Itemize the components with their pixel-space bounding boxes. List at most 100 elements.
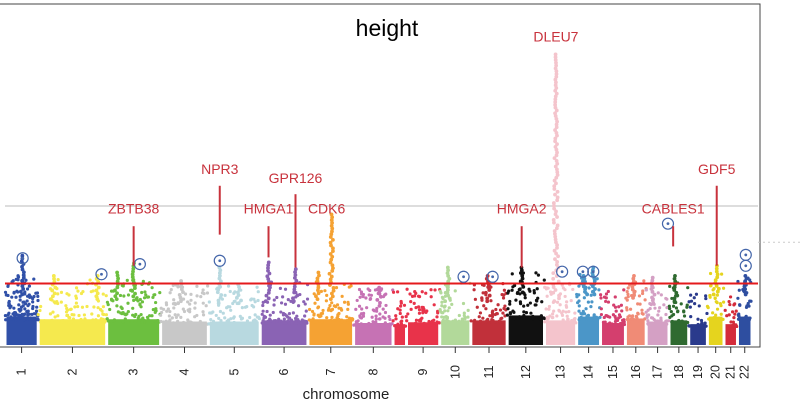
snp-point <box>104 313 108 317</box>
snp-point <box>319 289 323 293</box>
peak-snp-point <box>553 237 558 242</box>
snp-point <box>174 315 178 320</box>
snp-point <box>334 286 339 290</box>
snp-point <box>473 321 477 325</box>
snp-point <box>211 319 216 323</box>
snp-point <box>16 290 20 294</box>
peak-snp-point <box>179 284 184 289</box>
snp-point <box>11 279 15 283</box>
snp-point <box>627 319 631 323</box>
snp-point <box>252 305 256 309</box>
snp-point <box>130 319 134 324</box>
snp-point <box>326 308 331 312</box>
snp-point <box>528 315 532 320</box>
peak-snp-point <box>551 285 556 290</box>
snp-point <box>358 295 362 299</box>
snp-point <box>611 313 616 317</box>
peak-snp-point <box>518 279 523 284</box>
snp-point <box>291 311 295 315</box>
peak-snp-point <box>632 274 636 278</box>
snp-point <box>74 301 79 305</box>
snp-point <box>195 284 199 288</box>
snp-point <box>374 320 378 324</box>
snp-point <box>698 324 702 328</box>
peak-snp-point <box>555 223 560 228</box>
snp-point <box>732 316 736 320</box>
chromosome-cloud-1 <box>3 274 40 345</box>
snp-point <box>263 315 268 319</box>
snp-point <box>153 293 157 297</box>
snp-point <box>402 324 407 328</box>
peak-snp-point <box>315 297 320 302</box>
snp-point <box>26 312 30 316</box>
peak-snp-point <box>743 274 748 278</box>
snp-point <box>56 292 60 296</box>
snp-point <box>528 301 532 305</box>
tick-label-15: 15 <box>606 365 620 379</box>
snp-point <box>518 300 522 304</box>
snp-point <box>204 304 208 308</box>
peak-snp-point <box>266 290 271 295</box>
snp-point <box>100 317 104 322</box>
snp-point <box>335 303 340 307</box>
lead-snp-circle <box>587 265 600 278</box>
peak-snp-point <box>48 297 53 302</box>
chromosome-cloud-21 <box>723 295 739 345</box>
snp-point <box>641 289 645 293</box>
chromosome-band <box>578 316 600 345</box>
snp-point <box>699 318 704 323</box>
snp-point <box>371 308 375 312</box>
snp-point <box>159 319 163 324</box>
snp-point <box>730 310 735 314</box>
snp-point <box>101 312 105 316</box>
snp-point <box>619 303 623 307</box>
snp-point <box>217 316 221 320</box>
snp-point <box>353 323 357 327</box>
snp-point <box>395 290 400 294</box>
snp-point <box>674 306 679 310</box>
snp-point <box>466 315 470 319</box>
snp-point <box>166 307 170 311</box>
chromosome-band <box>108 319 160 345</box>
peak-snp-point <box>292 290 297 295</box>
snp-point <box>232 320 236 325</box>
snp-point <box>441 296 445 301</box>
snp-point <box>579 315 583 319</box>
snp-point <box>687 300 691 304</box>
gene-name: NPR3 <box>201 161 239 177</box>
lead-snp-circle <box>486 270 499 283</box>
chromosome-band <box>355 323 392 345</box>
snp-point <box>156 319 160 323</box>
snp-point <box>145 295 150 299</box>
snp-point <box>286 298 290 302</box>
snp-point <box>665 319 669 323</box>
snp-point <box>193 306 197 310</box>
snp-point <box>489 285 493 289</box>
snp-point <box>293 316 298 321</box>
snp-point <box>478 319 483 323</box>
snp-point <box>614 309 618 313</box>
peak-snp-point <box>713 278 718 283</box>
peak-snp-point <box>652 292 657 297</box>
snp-peak-2-2 <box>94 274 101 302</box>
peak-snp-point <box>113 294 118 299</box>
snp-point <box>531 317 535 321</box>
snp-point <box>374 317 378 321</box>
snp-point <box>417 322 421 327</box>
snp-point <box>595 277 599 281</box>
snp-point <box>524 316 528 320</box>
snp-point <box>228 305 232 309</box>
snp-point <box>143 290 147 294</box>
snp-point <box>466 308 470 312</box>
snp-point <box>409 307 413 311</box>
snp-point <box>39 304 43 309</box>
snp-point <box>511 309 515 313</box>
snp-point <box>512 317 516 321</box>
snp-point <box>432 318 436 322</box>
snp-point <box>421 309 425 314</box>
snp-point <box>643 317 647 321</box>
snp-point <box>439 291 443 295</box>
snp-point <box>383 310 388 315</box>
peak-snp-point <box>553 83 558 88</box>
snp-point <box>388 317 392 322</box>
